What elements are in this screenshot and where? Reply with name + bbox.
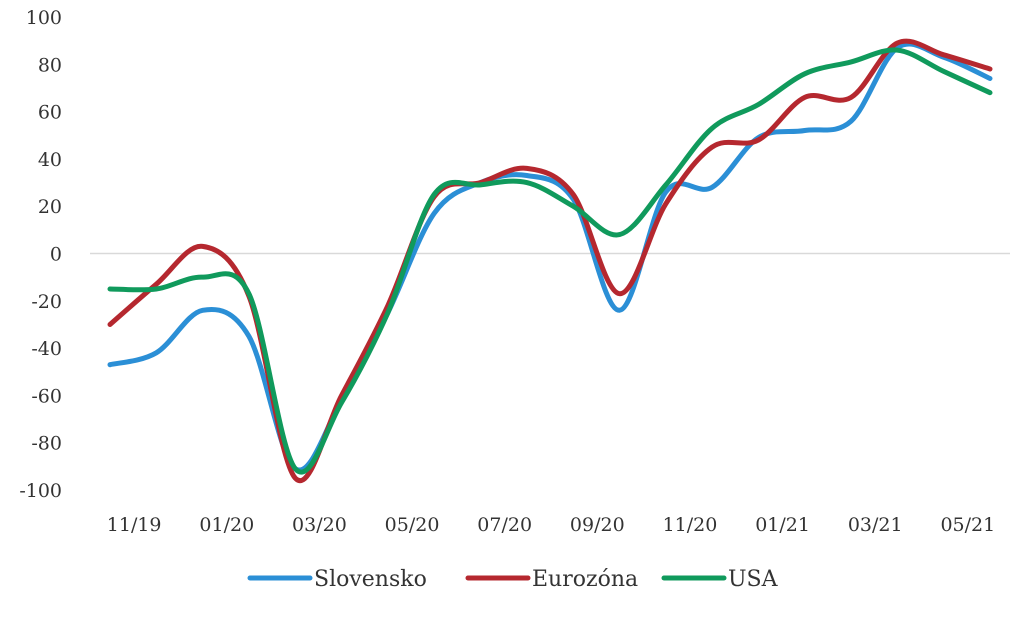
x-tick-label: 01/20 <box>199 514 254 536</box>
y-tick-label: 40 <box>38 149 62 171</box>
x-tick-label: 03/20 <box>292 514 347 536</box>
y-tick-label: -40 <box>31 338 62 360</box>
series-line-eurozóna <box>107 38 993 484</box>
x-tick-label: 11/19 <box>107 514 162 536</box>
y-tick-label: 60 <box>38 102 62 124</box>
series-line-usa <box>107 47 993 475</box>
y-tick-label: 80 <box>38 54 62 76</box>
legend-label-usa: USA <box>728 567 779 592</box>
y-axis-ticks: 100 80 60 40 20 0 -20 -40 -60 -80 -100 <box>19 7 62 502</box>
y-tick-label: -100 <box>19 480 62 502</box>
legend-label-slovensko: Slovensko <box>314 567 427 592</box>
x-tick-label: 05/20 <box>385 514 440 536</box>
x-tick-label: 03/21 <box>848 514 903 536</box>
x-tick-label: 09/20 <box>570 514 625 536</box>
y-tick-label: 100 <box>26 7 62 29</box>
series-line-slovensko <box>107 41 993 473</box>
legend-label-eurozóna: Eurozóna <box>532 567 638 592</box>
x-tick-label: 07/20 <box>477 514 532 536</box>
x-axis-ticks: 11/19 01/20 03/20 05/20 07/20 09/20 11/20 01/21… <box>107 514 995 536</box>
x-tick-label: 11/20 <box>663 514 718 536</box>
x-tick-label: 01/21 <box>755 514 810 536</box>
y-tick-label: 0 <box>50 244 62 266</box>
y-tick-label: -80 <box>31 433 62 455</box>
x-tick-label: 05/21 <box>940 514 995 536</box>
y-tick-label: -60 <box>31 385 62 407</box>
series-lines <box>107 38 993 484</box>
y-tick-label: -20 <box>31 291 62 313</box>
legend: Slovensko Eurozóna USA <box>247 567 779 592</box>
y-tick-label: 20 <box>38 196 62 218</box>
